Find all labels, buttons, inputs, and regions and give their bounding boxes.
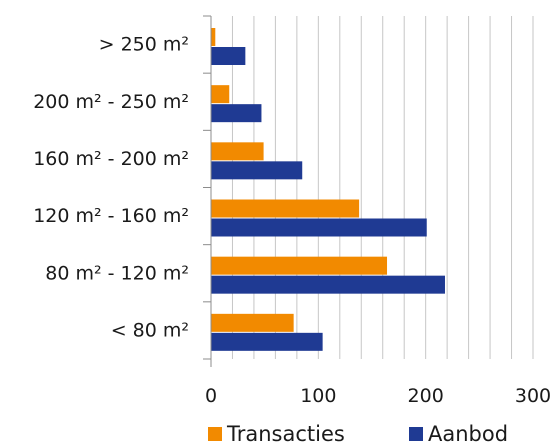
category-label: 200 m² - 250 m² — [33, 91, 189, 113]
category-label: > 250 m² — [99, 34, 189, 56]
bar-aanbod-2 — [211, 161, 303, 180]
category-labels: > 250 m² 200 m² - 250 m² 160 m² - 200 m² 12… — [33, 34, 189, 342]
x-tick-labels: 0 100 200 300 — [205, 385, 551, 407]
bar-transacties-0 — [211, 28, 216, 46]
legend: Transacties Aanbod — [0, 420, 556, 448]
bar-aanbod-1 — [211, 104, 262, 123]
bar-transacties-2 — [211, 142, 264, 161]
x-tick-label: 300 — [515, 385, 551, 407]
legend-label-aanbod: Aanbod — [428, 422, 509, 446]
bar-aanbod-3 — [211, 218, 427, 237]
legend-item-aanbod: Aanbod — [409, 420, 508, 448]
category-label: 80 m² - 120 m² — [45, 262, 189, 284]
bar-aanbod-5 — [211, 332, 323, 351]
category-label: 160 m² - 200 m² — [33, 148, 189, 170]
legend-swatch-aanbod — [409, 427, 423, 441]
legend-item-transacties: Transacties — [208, 420, 345, 448]
y-axis — [203, 15, 212, 367]
legend-swatch-transacties — [208, 427, 222, 441]
legend-label-transacties: Transacties — [227, 422, 345, 446]
bar-aanbod-4 — [211, 275, 445, 294]
bar-transacties-4 — [211, 256, 388, 275]
bar-transacties-3 — [211, 199, 360, 218]
bar-transacties-1 — [211, 85, 230, 104]
bars — [211, 28, 445, 351]
bar-transacties-5 — [211, 313, 294, 332]
x-tick-label: 200 — [408, 385, 444, 407]
x-tick-label: 100 — [300, 385, 336, 407]
category-label: 120 m² - 160 m² — [33, 205, 189, 227]
category-label: < 80 m² — [111, 319, 189, 341]
bar-aanbod-0 — [211, 47, 246, 65]
gridlines — [231, 16, 534, 359]
x-tick-label: 0 — [205, 385, 217, 407]
